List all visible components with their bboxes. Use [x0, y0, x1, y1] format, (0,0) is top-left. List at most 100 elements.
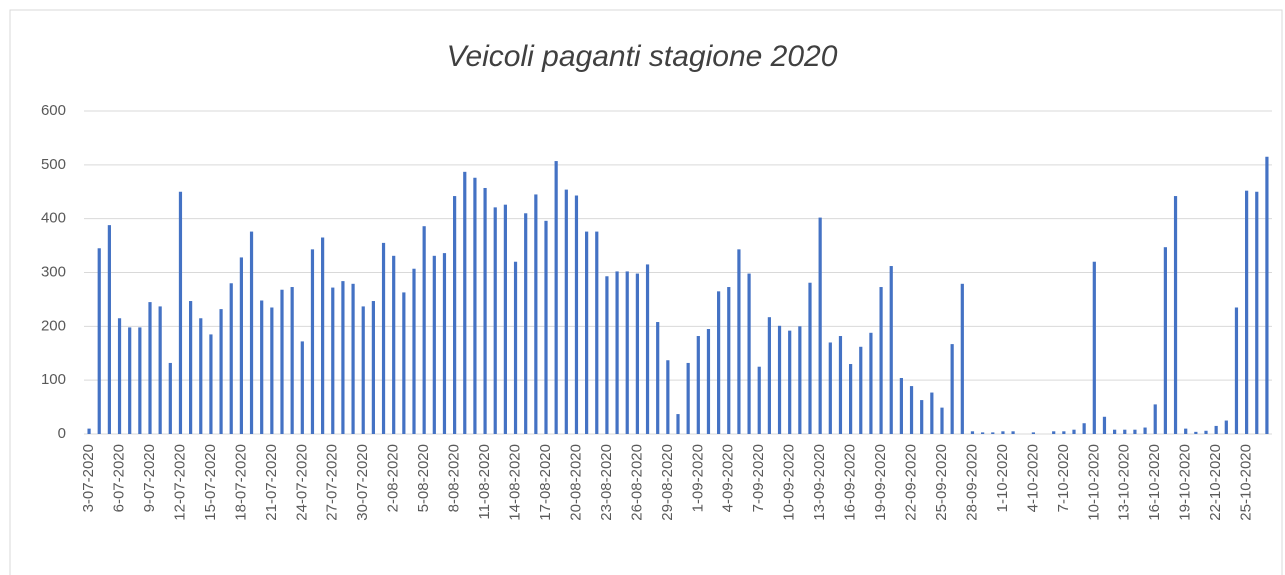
- bar: [950, 344, 954, 434]
- x-tick-label: 28-09-2020: [963, 444, 980, 521]
- bar: [879, 287, 883, 434]
- x-tick-label: 10-09-2020: [781, 444, 798, 521]
- chart-title: Veicoli paganti stagione 2020: [447, 40, 838, 73]
- bar: [189, 301, 193, 434]
- bar: [524, 213, 528, 434]
- bar: [178, 191, 183, 434]
- x-tick-label: 27-07-2020: [324, 444, 341, 521]
- bar: [838, 336, 843, 434]
- bar: [686, 362, 690, 434]
- bar: [371, 301, 375, 434]
- bar: [777, 325, 782, 434]
- x-tick-label: 30-07-2020: [354, 444, 371, 521]
- x-tick-label: 16-09-2020: [842, 444, 859, 521]
- bar: [1224, 420, 1228, 434]
- bar: [168, 362, 172, 434]
- bar: [107, 225, 111, 434]
- bar: [138, 327, 142, 434]
- bar: [199, 318, 203, 434]
- bar: [412, 268, 416, 434]
- y-tick-label: 200: [41, 317, 66, 334]
- bar: [1153, 404, 1157, 434]
- bar: [1184, 428, 1188, 434]
- bar: [930, 392, 934, 434]
- bar: [422, 226, 426, 434]
- bar: [219, 309, 223, 434]
- bar: [1062, 431, 1066, 434]
- y-tick-label: 0: [58, 425, 66, 442]
- bar: [249, 231, 254, 434]
- bar: [666, 360, 670, 434]
- bar: [97, 248, 101, 434]
- x-tick-label: 8-08-2020: [446, 444, 463, 512]
- bar: [290, 287, 294, 434]
- bar: [1072, 429, 1076, 434]
- bar: [889, 266, 893, 434]
- bar: [300, 341, 304, 434]
- bar: [392, 255, 396, 434]
- x-tick-label: 7-10-2020: [1055, 444, 1072, 512]
- bar: [849, 364, 853, 434]
- bar: [1255, 191, 1259, 434]
- x-tick-label: 15-07-2020: [202, 444, 219, 521]
- y-tick-label: 400: [41, 210, 66, 227]
- bar: [574, 195, 579, 434]
- bar: [909, 386, 914, 434]
- bar: [1001, 431, 1005, 434]
- x-tick-label: 21-07-2020: [263, 444, 280, 521]
- bar: [717, 291, 721, 434]
- x-tick-label: 7-09-2020: [750, 444, 767, 512]
- bar: [463, 171, 467, 434]
- bar: [605, 276, 609, 434]
- x-tick-label: 13-10-2020: [1116, 444, 1133, 521]
- bar: [483, 187, 487, 434]
- bar: [1011, 431, 1015, 434]
- x-tick-label: 20-08-2020: [567, 444, 584, 521]
- bar: [615, 271, 619, 434]
- x-tick-label: 11-08-2020: [476, 444, 493, 520]
- bar: [788, 330, 792, 434]
- x-tick-label: 4-10-2020: [1024, 444, 1041, 512]
- bar: [859, 346, 863, 434]
- bar: [1204, 430, 1208, 434]
- bar: [645, 264, 650, 434]
- bar: [1163, 247, 1167, 434]
- y-tick-label: 600: [41, 102, 66, 119]
- bar: [991, 432, 995, 434]
- bar: [453, 196, 457, 434]
- bar: [128, 327, 132, 434]
- bar: [432, 255, 436, 434]
- bar: [513, 261, 518, 434]
- bar: [381, 242, 386, 434]
- bar: [798, 326, 802, 434]
- x-tick-label: 25-09-2020: [933, 444, 950, 521]
- x-tick-label: 29-08-2020: [659, 444, 676, 521]
- bar: [280, 289, 284, 434]
- bar: [1102, 416, 1107, 434]
- bar: [402, 292, 406, 434]
- x-tick-label: 5-08-2020: [415, 444, 432, 512]
- x-tick-label: 14-08-2020: [507, 444, 524, 521]
- x-tick-label: 22-10-2020: [1207, 444, 1224, 521]
- x-tick-label: 4-09-2020: [720, 444, 737, 512]
- bar: [1234, 307, 1239, 434]
- bar: [981, 432, 985, 434]
- y-tick-label: 300: [41, 263, 66, 280]
- bar: [737, 249, 741, 434]
- bar: [554, 161, 558, 434]
- x-tick-label: 23-08-2020: [598, 444, 615, 521]
- x-tick-label: 18-07-2020: [232, 444, 249, 521]
- bar: [503, 204, 507, 434]
- bar: [1092, 261, 1096, 434]
- bar: [1113, 429, 1117, 434]
- bar: [493, 207, 497, 434]
- y-tick-label: 500: [41, 156, 66, 173]
- bar: [473, 177, 477, 434]
- x-tick-label: 24-07-2020: [293, 444, 310, 521]
- x-tick-label: 19-10-2020: [1177, 444, 1194, 521]
- bar: [442, 253, 447, 434]
- bar: [920, 400, 924, 434]
- bar: [1143, 427, 1147, 434]
- bar: [1214, 425, 1218, 434]
